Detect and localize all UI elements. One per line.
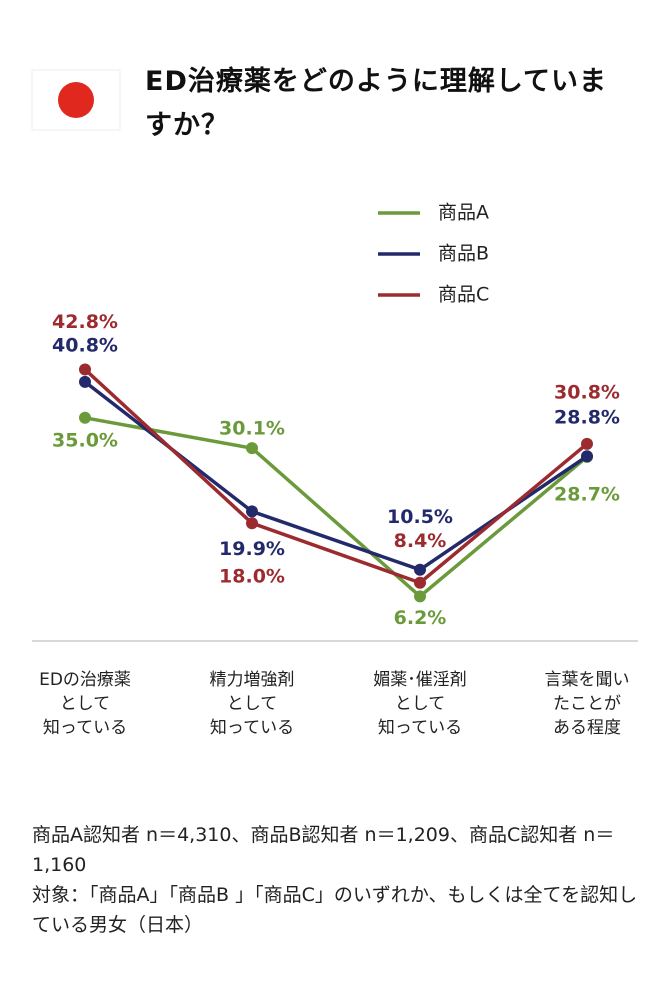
- legend-label: 商品B: [438, 243, 489, 265]
- data-point: [414, 576, 426, 589]
- data-label: 8.4%: [394, 530, 447, 552]
- data-point: [581, 450, 593, 463]
- series-line: [83, 380, 588, 572]
- data-point: [79, 411, 91, 424]
- series-line: [84, 416, 589, 599]
- note: 商品A認知者 n＝4,310、商品B認知者 n＝1,209、商品C認知者 n＝1…: [32, 824, 615, 876]
- legend-label: 商品A: [438, 202, 489, 224]
- x-tick-label: 媚薬･催淫剤 として 知っている: [373, 670, 467, 738]
- data-label: 19.9%: [219, 538, 285, 560]
- legend-label: 商品C: [438, 284, 489, 306]
- data-label: 42.8%: [52, 311, 118, 333]
- data-label: 6.2%: [394, 607, 447, 629]
- data-label: 18.0%: [219, 566, 285, 588]
- data-label: 35.0%: [52, 429, 118, 451]
- data-point: [246, 505, 258, 518]
- data-point: [79, 375, 91, 388]
- x-tick-label: 精力増強剤 として 知っている: [209, 670, 295, 738]
- data-point: [79, 363, 91, 376]
- data-label: 28.8%: [554, 407, 620, 429]
- data-label: 10.5%: [387, 506, 453, 528]
- data-label: 28.7%: [554, 483, 620, 505]
- series-line: [83, 368, 589, 585]
- data-label: 40.8%: [52, 334, 118, 356]
- data-point: [414, 563, 426, 576]
- notes: 商品A認知者 n＝4,310、商品B認知者 n＝1,209、商品C認知者 n＝1…: [32, 820, 642, 940]
- x-tick-label: 言葉を聞い たことが ある程度: [544, 670, 630, 738]
- data-point: [414, 590, 426, 603]
- x-tick-label: EDの治療薬 として 知っている: [39, 670, 131, 738]
- data-point: [581, 437, 593, 450]
- data-point: [246, 442, 258, 455]
- flag-circle: [58, 82, 94, 118]
- data-label: 30.8%: [554, 381, 620, 403]
- data-point: [246, 517, 258, 530]
- note: 対象：「商品A」「商品B 」「商品C」のいずれか、もしくは全てを認知している男女…: [32, 884, 638, 936]
- data-label: 30.1%: [219, 418, 285, 440]
- chart-title: ED治療薬をどのように理解していますか？: [145, 66, 608, 141]
